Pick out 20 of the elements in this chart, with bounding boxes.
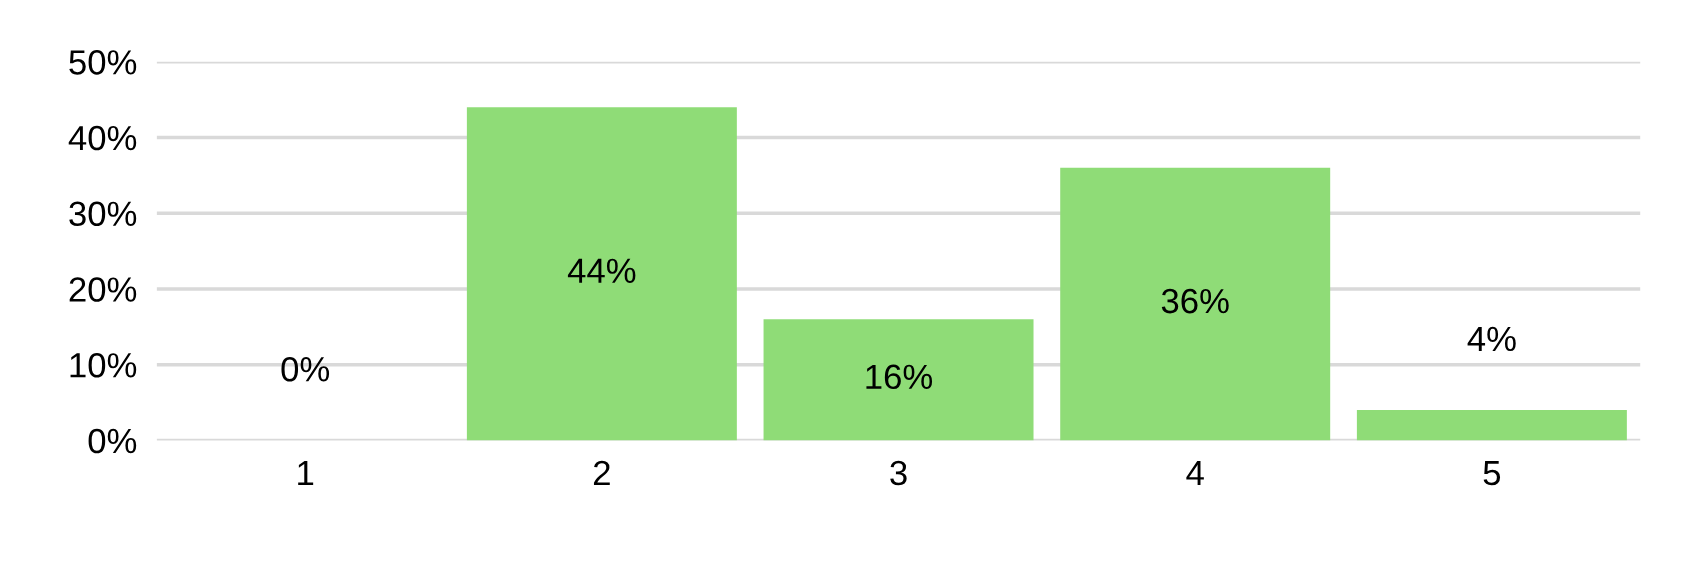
bar	[763, 319, 1034, 441]
y-tick-label: 20%	[69, 277, 137, 302]
bar	[1356, 410, 1627, 441]
x-tick-label: 1	[298, 461, 314, 485]
data-label: 16%	[866, 364, 933, 390]
x-tick-label: 5	[1483, 461, 1501, 486]
y-tick-label: 30%	[69, 201, 137, 227]
x-tick-label: 2	[593, 460, 610, 485]
y-tick-label: 40%	[68, 125, 137, 151]
data-label: 36%	[1161, 288, 1229, 314]
x-tick-label: 3	[890, 460, 907, 486]
y-tick-label: 0%	[88, 428, 137, 454]
bar	[466, 107, 737, 441]
data-label: 44%	[567, 258, 636, 283]
data-label: 0%	[281, 356, 330, 382]
y-tick-label: 10%	[70, 352, 137, 378]
data-label: 4%	[1467, 326, 1516, 352]
bar	[1060, 167, 1331, 441]
y-tick-label: 50%	[69, 50, 137, 75]
x-tick-label: 4	[1186, 461, 1204, 485]
